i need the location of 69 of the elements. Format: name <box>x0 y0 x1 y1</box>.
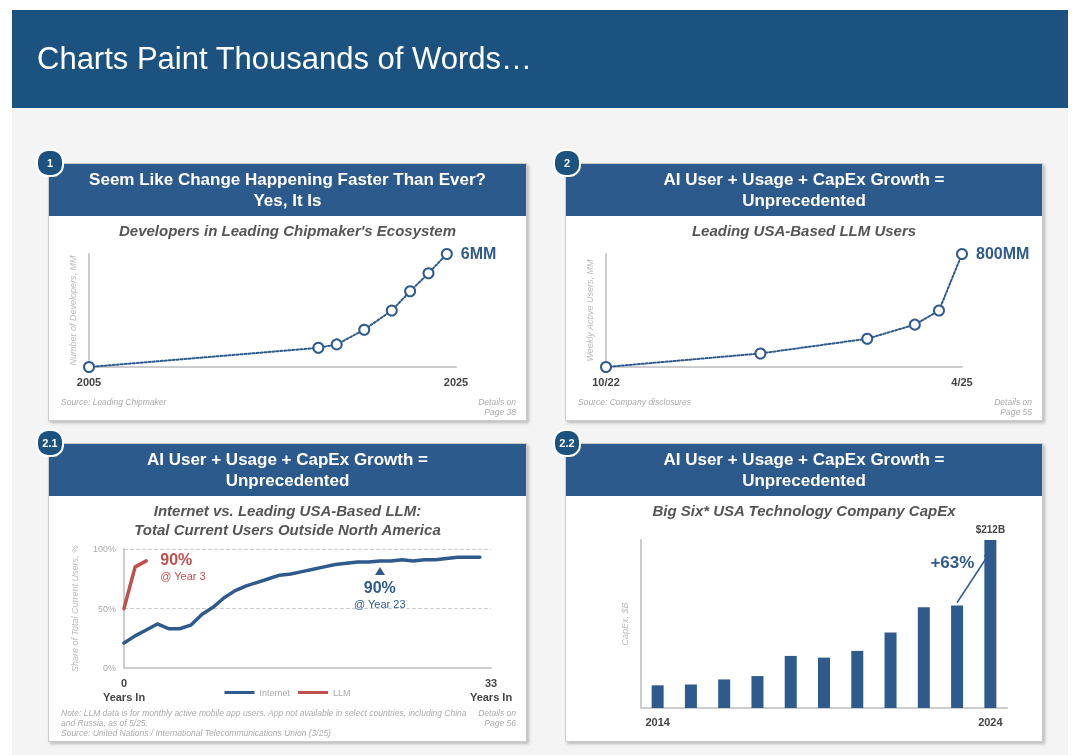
chart-subtitle: Developers in Leading Chipmaker's Ecosystem <box>118 221 457 240</box>
y-tick-label: 0% <box>102 663 116 673</box>
y-tick-label: 100% <box>92 544 116 554</box>
x-tick-label: 2005 <box>76 376 102 388</box>
bar <box>917 607 930 708</box>
bar <box>884 632 897 708</box>
point <box>600 361 612 373</box>
y-tick-label: 50% <box>97 603 116 614</box>
text: Charts Paint Thousands of Words… <box>12 10 1068 108</box>
bar <box>751 676 764 708</box>
point <box>933 304 945 317</box>
text: 2 <box>553 149 581 177</box>
x-tick-label: 10/22 <box>592 376 620 388</box>
x-tick-label: 0 Years In <box>102 677 146 703</box>
point <box>908 318 921 331</box>
text: 1 <box>36 149 64 177</box>
point <box>312 341 325 354</box>
chart-title: Seem Like Change Happening Faster Than Ever? Yes, It Is <box>89 170 486 210</box>
annotation: $212B <box>975 523 1006 535</box>
point <box>330 338 343 351</box>
source-note: Source: Company disclosures <box>578 397 691 407</box>
annotation: 90% @ Year 23 <box>354 579 406 610</box>
annotation: 90% @ Year 3 <box>160 551 206 582</box>
text: Details on Page 38 <box>477 397 516 417</box>
text: Note: LLM data is for monthly active mobile app users. App not available in select countries, including China and Russia, as of 5/25. <box>61 708 468 728</box>
chart-subtitle: Leading USA-Based LLM Users <box>690 221 918 240</box>
chart-title: AI User + Usage + CapEx Growth = Unprecedented <box>663 170 945 210</box>
source-note: Source: Leading Chipmaker <box>61 397 167 407</box>
bar <box>984 540 997 708</box>
bar <box>718 679 731 708</box>
text: 2.1 <box>36 429 64 457</box>
annotation: +63% <box>930 552 975 572</box>
point <box>861 332 874 345</box>
text: Details on Page 56 <box>477 708 516 730</box>
annotation: 800MM <box>976 244 1030 262</box>
annotation: 6MM <box>460 244 497 262</box>
legend-label: LLM <box>333 687 351 698</box>
text: 2.2 <box>553 429 581 457</box>
chart-title: AI User + Usage + CapEx Growth = Unprecedented <box>146 450 429 490</box>
x-tick-label: 2025 <box>443 376 469 388</box>
point <box>404 285 417 298</box>
y-axis-title: Weekly Active Users, MM <box>584 258 595 362</box>
chart-subtitle: Big Six* USA Technology Company CapEx <box>651 501 957 520</box>
point <box>754 347 767 360</box>
line-series <box>122 555 482 645</box>
legend-label: Internet <box>259 687 291 698</box>
text: Details on Page 55 <box>993 397 1032 417</box>
bar <box>684 684 697 708</box>
point <box>358 323 371 336</box>
bar <box>651 685 664 708</box>
x-tick-label: 2014 <box>645 715 671 728</box>
source-note: Source: United Nations / International Telecommunications Union (3/25) <box>61 728 332 738</box>
bar <box>951 605 964 708</box>
point <box>422 267 435 280</box>
point <box>956 248 968 260</box>
x-tick-label: 4/25 <box>951 376 973 388</box>
y-axis-title: Share of Total Current Users, % <box>69 544 80 673</box>
chart-title: AI User + Usage + CapEx Growth = Unprecedented <box>663 450 945 490</box>
chart-subtitle: Internet vs. Leading USA-Based LLM: Total Current Users Outside North America <box>133 501 442 539</box>
bar <box>851 650 864 708</box>
point <box>385 304 398 317</box>
bar <box>818 657 830 708</box>
y-axis-title: Number of Developers, MM <box>67 254 78 366</box>
x-tick-label: 2024 <box>978 715 1004 728</box>
point <box>83 361 95 373</box>
bar <box>784 655 797 708</box>
y-axis-title: CapEx, $B <box>619 602 630 646</box>
point <box>440 248 453 260</box>
x-tick-label: 33 Years In <box>469 677 513 703</box>
